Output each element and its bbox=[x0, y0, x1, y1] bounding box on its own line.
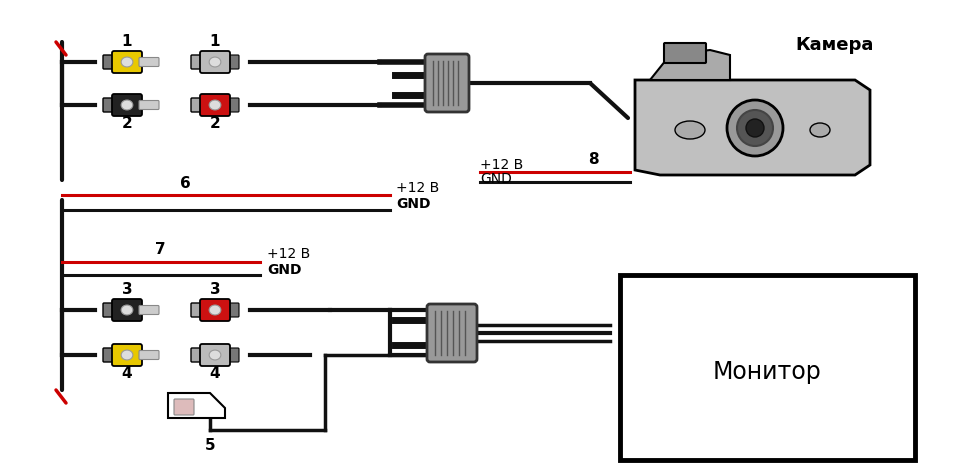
Text: 3: 3 bbox=[209, 281, 220, 296]
Polygon shape bbox=[168, 393, 225, 418]
FancyBboxPatch shape bbox=[200, 94, 230, 116]
Ellipse shape bbox=[121, 305, 132, 315]
Text: 5: 5 bbox=[204, 438, 215, 453]
FancyBboxPatch shape bbox=[139, 58, 159, 67]
FancyBboxPatch shape bbox=[425, 54, 469, 112]
FancyBboxPatch shape bbox=[112, 94, 142, 116]
Ellipse shape bbox=[209, 350, 221, 360]
FancyBboxPatch shape bbox=[139, 351, 159, 360]
Circle shape bbox=[737, 110, 773, 146]
FancyBboxPatch shape bbox=[103, 303, 115, 317]
FancyBboxPatch shape bbox=[191, 348, 203, 362]
Text: 4: 4 bbox=[209, 365, 220, 380]
Ellipse shape bbox=[121, 57, 132, 67]
FancyBboxPatch shape bbox=[103, 348, 115, 362]
Text: +12 В: +12 В bbox=[396, 181, 440, 195]
FancyBboxPatch shape bbox=[227, 55, 239, 69]
Ellipse shape bbox=[675, 121, 705, 139]
FancyBboxPatch shape bbox=[191, 55, 203, 69]
FancyBboxPatch shape bbox=[664, 43, 706, 63]
Ellipse shape bbox=[121, 100, 132, 110]
FancyBboxPatch shape bbox=[200, 344, 230, 366]
Ellipse shape bbox=[209, 57, 221, 67]
FancyBboxPatch shape bbox=[427, 304, 477, 362]
FancyBboxPatch shape bbox=[139, 101, 159, 110]
Text: 3: 3 bbox=[122, 281, 132, 296]
Text: 8: 8 bbox=[588, 152, 598, 168]
Text: +12 В: +12 В bbox=[267, 247, 310, 261]
FancyBboxPatch shape bbox=[103, 55, 115, 69]
Ellipse shape bbox=[121, 350, 132, 360]
FancyBboxPatch shape bbox=[174, 399, 194, 415]
Ellipse shape bbox=[810, 123, 830, 137]
Text: GND: GND bbox=[267, 263, 301, 277]
Text: Камера: Камера bbox=[796, 36, 875, 54]
FancyBboxPatch shape bbox=[620, 275, 915, 460]
FancyBboxPatch shape bbox=[103, 98, 115, 112]
Text: 1: 1 bbox=[209, 34, 220, 50]
Text: 2: 2 bbox=[209, 116, 221, 130]
Circle shape bbox=[746, 119, 764, 137]
FancyBboxPatch shape bbox=[112, 51, 142, 73]
Text: 1: 1 bbox=[122, 34, 132, 50]
Ellipse shape bbox=[209, 100, 221, 110]
Text: GND: GND bbox=[396, 197, 430, 211]
FancyBboxPatch shape bbox=[139, 305, 159, 314]
Text: 6: 6 bbox=[180, 176, 190, 191]
Text: 7: 7 bbox=[155, 243, 165, 258]
Text: 4: 4 bbox=[122, 365, 132, 380]
FancyBboxPatch shape bbox=[112, 344, 142, 366]
Ellipse shape bbox=[209, 305, 221, 315]
FancyBboxPatch shape bbox=[227, 303, 239, 317]
FancyBboxPatch shape bbox=[112, 299, 142, 321]
Text: +12 В: +12 В bbox=[480, 158, 523, 172]
Polygon shape bbox=[635, 80, 870, 175]
Text: GND: GND bbox=[480, 172, 512, 186]
FancyBboxPatch shape bbox=[227, 98, 239, 112]
FancyBboxPatch shape bbox=[200, 51, 230, 73]
FancyBboxPatch shape bbox=[191, 98, 203, 112]
FancyBboxPatch shape bbox=[227, 348, 239, 362]
Text: Монитор: Монитор bbox=[712, 360, 822, 384]
FancyBboxPatch shape bbox=[200, 299, 230, 321]
Text: 2: 2 bbox=[122, 116, 132, 130]
FancyBboxPatch shape bbox=[191, 303, 203, 317]
Circle shape bbox=[727, 100, 783, 156]
Polygon shape bbox=[650, 50, 730, 80]
